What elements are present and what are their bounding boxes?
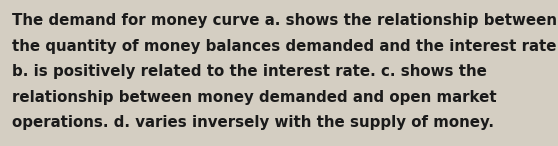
Text: b. is positively related to the interest rate. c. shows the: b. is positively related to the interest…	[12, 64, 487, 79]
Text: the quantity of money balances demanded and the interest rate.: the quantity of money balances demanded …	[12, 39, 558, 54]
Text: The demand for money curve a. shows the relationship between: The demand for money curve a. shows the …	[12, 13, 557, 28]
Text: operations. d. varies inversely with the supply of money.: operations. d. varies inversely with the…	[12, 115, 494, 130]
Text: relationship between money demanded and open market: relationship between money demanded and …	[12, 90, 497, 105]
